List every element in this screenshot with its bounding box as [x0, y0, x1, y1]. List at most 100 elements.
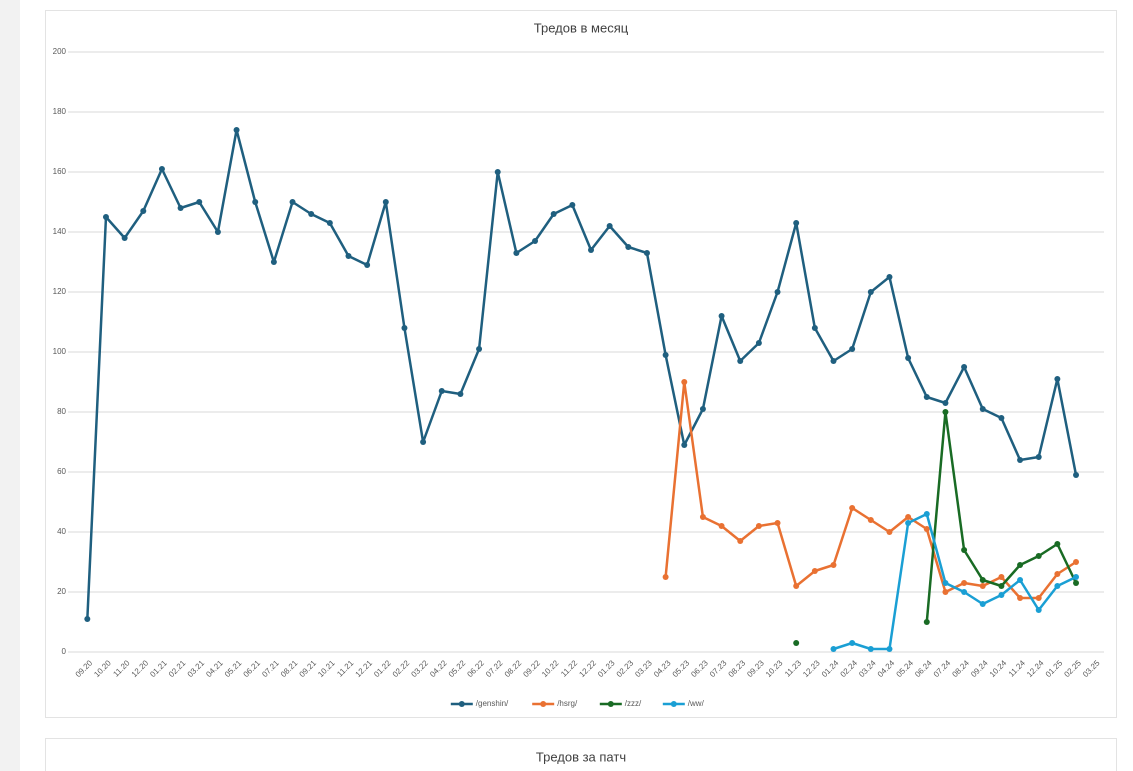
data-point	[811, 325, 818, 331]
data-point	[1054, 583, 1061, 589]
data-point	[1073, 472, 1080, 478]
data-point	[793, 583, 800, 589]
data-point	[942, 580, 949, 586]
data-point	[252, 199, 259, 205]
data-point	[438, 388, 445, 394]
data-point	[849, 505, 856, 511]
data-point	[1017, 595, 1024, 601]
data-point	[1035, 607, 1042, 613]
chart-panel	[45, 738, 1117, 771]
y-tick-label: 100	[53, 347, 67, 356]
data-point	[867, 289, 874, 295]
data-point	[382, 199, 389, 205]
data-point	[923, 619, 930, 625]
data-point	[196, 199, 203, 205]
data-point	[1035, 553, 1042, 559]
legend-label: /genshin/	[476, 699, 509, 708]
data-point	[718, 523, 725, 529]
legend-marker	[540, 701, 547, 707]
y-tick-label: 60	[57, 467, 66, 476]
data-point	[905, 520, 912, 526]
data-point	[476, 346, 483, 352]
data-point	[793, 220, 800, 226]
y-tick-label: 160	[53, 167, 67, 176]
data-point	[979, 601, 986, 607]
data-point	[998, 415, 1005, 421]
data-point	[699, 514, 706, 520]
data-point	[681, 379, 688, 385]
data-point	[774, 520, 781, 526]
data-point	[923, 394, 930, 400]
data-point	[158, 166, 165, 172]
data-point	[364, 262, 371, 268]
data-point	[867, 646, 874, 652]
data-point	[886, 646, 893, 652]
data-point	[401, 325, 408, 331]
data-point	[923, 526, 930, 532]
data-point	[457, 391, 464, 397]
data-point	[1017, 457, 1024, 463]
y-tick-label: 0	[62, 647, 67, 656]
data-point	[979, 583, 986, 589]
data-point	[830, 358, 837, 364]
data-point	[494, 169, 501, 175]
data-point	[718, 313, 725, 319]
data-point	[625, 244, 632, 250]
data-point	[699, 406, 706, 412]
data-point	[233, 127, 240, 133]
data-point	[979, 406, 986, 412]
data-point	[923, 511, 930, 517]
y-tick-label: 140	[53, 227, 67, 236]
y-tick-label: 120	[53, 287, 67, 296]
data-point	[755, 340, 762, 346]
data-point	[867, 517, 874, 523]
data-point	[905, 514, 912, 520]
legend-label: /hsrg/	[557, 699, 578, 708]
data-point	[998, 583, 1005, 589]
data-point	[1035, 454, 1042, 460]
data-point	[102, 214, 109, 220]
data-point	[942, 400, 949, 406]
y-tick-label: 20	[57, 587, 66, 596]
data-point	[550, 211, 557, 217]
chart-title: Тредов за патч	[536, 749, 626, 764]
y-tick-label: 40	[57, 527, 66, 536]
data-point	[774, 289, 781, 295]
data-point	[308, 211, 315, 217]
data-point	[84, 616, 91, 622]
chart-title: Тредов в месяц	[534, 20, 629, 35]
data-point	[849, 346, 856, 352]
series-line	[833, 512, 1077, 651]
data-point	[420, 439, 427, 445]
data-point	[662, 352, 669, 358]
data-point	[849, 640, 856, 646]
data-point	[1073, 574, 1080, 580]
data-point	[886, 529, 893, 535]
data-point	[1054, 376, 1061, 382]
data-point	[905, 355, 912, 361]
data-point	[1035, 595, 1042, 601]
data-point	[1017, 562, 1024, 568]
data-point	[886, 274, 893, 280]
data-point	[532, 238, 539, 244]
data-point	[643, 250, 650, 256]
data-point	[662, 574, 669, 580]
data-point	[270, 259, 277, 265]
legend-marker	[607, 701, 614, 707]
data-point	[737, 538, 744, 544]
data-point	[998, 574, 1005, 580]
data-point	[961, 364, 968, 370]
side-strip	[0, 0, 20, 771]
data-point	[1054, 571, 1061, 577]
data-point	[177, 205, 184, 211]
data-point	[140, 208, 147, 214]
data-point	[289, 199, 296, 205]
legend-marker	[670, 701, 677, 707]
data-point	[961, 589, 968, 595]
data-point	[606, 223, 613, 229]
data-point	[811, 568, 818, 574]
data-point	[998, 592, 1005, 598]
data-point	[326, 220, 333, 226]
data-point	[737, 358, 744, 364]
